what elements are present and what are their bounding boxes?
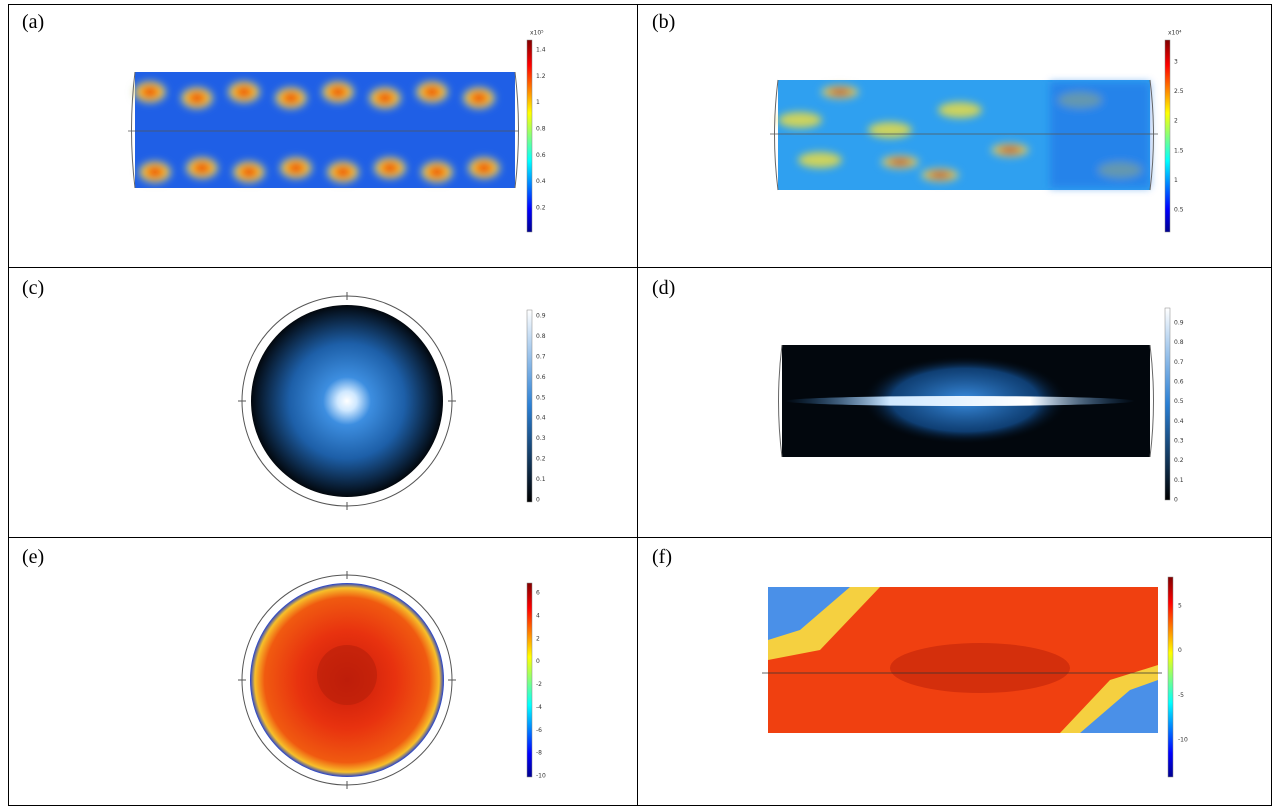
blob [325,160,361,184]
colorbar-tick-label: -10 [1178,737,1188,744]
plot-d [779,308,1171,500]
colorbar-tick-label: 5 [1178,603,1182,610]
blob [918,167,962,183]
colorbar-tick-label: 0.6 [1174,379,1184,386]
colorbar-tick-label: 2 [536,635,540,642]
colorbar-tick-label: 0.6 [536,152,546,159]
blob [278,156,314,180]
colorbar-tick-label: 0.3 [1174,438,1184,445]
panel-label: (f) [652,546,672,568]
colorbar-tick-label: 0 [536,658,540,665]
blob [367,86,403,110]
blob [184,156,220,180]
colorbar-tick-label: 0.8 [536,333,546,340]
colorbar-exponent: x10⁵ [530,30,544,37]
blob [461,86,497,110]
colorbar-tick-label: 1.4 [536,47,546,54]
figure: (a) 1.4 1.2 1 0.8 0.6 0.4 0.2 x10⁵ (b) 3 2.5 2 1.5 1 0.… [0,0,1282,809]
blob [226,80,262,104]
colorbar-tick-label: 0.5 [536,394,546,401]
blob [231,160,267,184]
blob [132,80,168,104]
colorbar-tick-label: 0.2 [536,456,546,463]
colorbar-tick-label: -10 [536,773,546,780]
blob [137,160,173,184]
colorbar-tick-label: 0.8 [536,126,546,133]
blob [466,156,502,180]
colorbar-tick-label: 0.1 [536,476,546,483]
panel-label: (d) [652,277,675,299]
colorbar-tick-label: 0 [1174,497,1178,504]
blob [419,160,455,184]
blob [798,152,842,168]
colorbar-tick-label: -5 [1178,692,1184,699]
colorbar-tick-label: 0.2 [536,205,546,212]
blob [372,156,408,180]
blob [818,84,862,100]
blob [868,122,912,138]
colorbar-tick-label: 2 [1174,118,1178,125]
panel-label: (e) [22,546,44,568]
blob [1050,82,1150,188]
panel-label: (a) [22,11,44,33]
colorbar-tick-label: 0.7 [536,353,546,360]
colorbar-tick-label: 0 [1178,647,1182,654]
blob [938,102,982,118]
colorbar-tick-label: 0.2 [1174,457,1184,464]
colorbar-tick-label: 0.9 [536,313,546,320]
plot-c [238,292,532,510]
colorbar-tick-label: 2.5 [1174,88,1184,95]
colorbar-tick-label: -4 [536,704,542,711]
blob [988,142,1032,158]
blob [878,154,922,170]
blob [320,80,356,104]
colorbar-tick-label: 0.7 [1174,359,1184,366]
plot-b [770,40,1170,232]
colorbar-tick-label: 1 [1174,177,1178,184]
colorbar-tick-label: 1.2 [536,73,546,80]
colorbar-tick-label: 3 [1174,59,1178,66]
colorbar-tick-label: 0.8 [1174,339,1184,346]
colorbar-tick-label: 0.4 [1174,418,1184,425]
colorbar-tick-label: 0.4 [536,178,546,185]
blob [778,112,822,128]
colorbar-tick-label: 1 [536,99,540,106]
panel-label: (c) [22,277,44,299]
plot-a [128,40,532,232]
colorbar-tick-label: -8 [536,750,542,757]
colorbar-tick-label: 0.5 [1174,398,1184,405]
panel-label: (b) [652,11,675,33]
colorbar-tick-label: -6 [536,727,542,734]
colorbar-exponent: x10⁴ [1168,30,1182,37]
colorbar-tick-label: 0.9 [1174,320,1184,327]
colorbar-tick-label: 4 [536,612,540,619]
colorbar-tick-label: 0.4 [536,415,546,422]
blob [414,80,450,104]
colorbar-tick-label: 0.5 [1174,207,1184,214]
colorbar-tick-label: 0.3 [536,435,546,442]
colorbar-tick-label: 0.1 [1174,477,1184,484]
colorbar-tick-label: -2 [536,681,542,688]
colorbar-tick-label: 6 [536,590,540,597]
colorbar-tick-label: 1.5 [1174,147,1184,154]
colorbar-tick-label: 0.6 [536,374,546,381]
blob [179,86,215,110]
colorbar-tick-label: 0 [536,497,540,504]
plot-e [238,571,532,789]
blob [273,86,309,110]
plot-f [762,577,1173,777]
